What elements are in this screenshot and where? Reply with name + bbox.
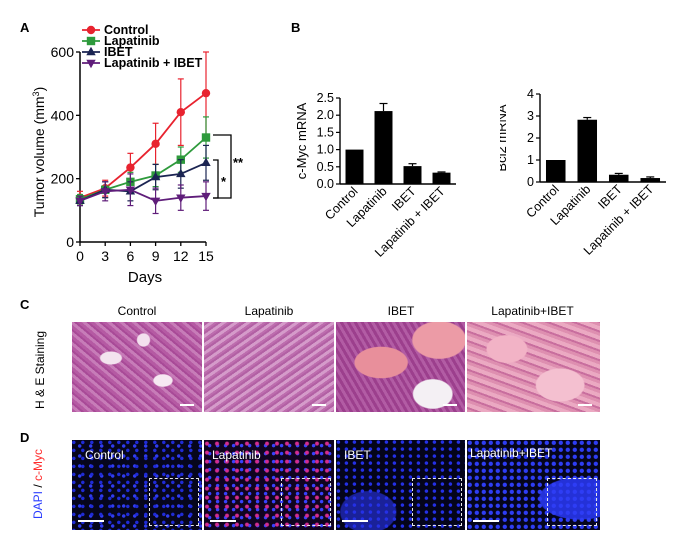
bar (577, 120, 597, 182)
scale-bar (78, 520, 104, 522)
bar (433, 173, 451, 184)
data-point (202, 89, 210, 97)
he-image-lapatinib (204, 322, 334, 412)
bar (404, 166, 422, 184)
he-image-ibet (336, 322, 465, 412)
fluorescence-image-combo: Lapatinib+IBET (467, 440, 600, 530)
scale-bar (342, 520, 368, 522)
fluorescence-label-ibet: IBET (344, 448, 371, 462)
tumor-volume-line-chart: 020040060003691215 ControlLapatinibIBETL… (0, 0, 290, 290)
data-point (201, 158, 210, 166)
fluorescence-image-control: Control (72, 440, 202, 530)
zoom-inset (412, 478, 462, 526)
he-title-ibet: IBET (336, 304, 466, 318)
fluorescence-label-combo: Lapatinib+IBET (470, 446, 552, 460)
dapi-cmyc-side-label: DAPI / c-Myc (31, 449, 45, 519)
x-tick-label: 9 (152, 248, 160, 264)
scale-bar (312, 404, 326, 406)
legend-marker (86, 47, 95, 55)
y-tick-label: 600 (51, 44, 75, 60)
y-axis-label: Bcl2 mRNA (500, 104, 509, 172)
y-tick-label: 0.5 (317, 160, 334, 174)
x-tick-label: 15 (198, 248, 214, 264)
zoom-inset (281, 478, 331, 526)
fluorescence-image-lapatinib: Lapatinib (204, 440, 334, 530)
legend-marker (86, 60, 95, 68)
x-tick-label: 3 (101, 248, 109, 264)
x-tick-label: 0 (76, 248, 84, 264)
panel-label-b: B (291, 20, 300, 35)
significance-label-double: ** (233, 155, 244, 170)
y-tick-label: 1.5 (317, 125, 334, 139)
y-tick-label: 1.0 (317, 143, 334, 157)
bar (609, 175, 629, 182)
y-tick-label: 0 (66, 234, 74, 250)
y-tick-label: 400 (51, 107, 75, 123)
y-tick-label: 3 (527, 109, 534, 123)
he-image-control (72, 322, 202, 412)
dapi-label: DAPI (31, 491, 45, 519)
y-tick-label: 4 (527, 87, 534, 101)
he-staining-side-label: H & E Staining (33, 331, 47, 409)
significance-bracket-inner (213, 160, 218, 198)
scale-bar (473, 520, 499, 522)
scale-bar (180, 404, 194, 406)
legend-entry: Lapatinib + IBET (82, 56, 203, 70)
data-point (126, 163, 134, 171)
series-control (76, 52, 210, 204)
x-tick-label: 12 (173, 248, 189, 264)
significance-label-single: * (221, 174, 227, 189)
legend-label: Lapatinib + IBET (104, 56, 203, 70)
y-tick-label: 0.0 (317, 177, 334, 191)
y-axis-label: c-Myc mRNA (294, 102, 309, 179)
zoom-inset (547, 478, 597, 526)
bcl2-mrna-bar-chart: 01234Bcl2 mRNAControlLapatinibIBETLapati… (500, 80, 680, 290)
x-tick-label: 6 (127, 248, 135, 264)
y-tick-label: 2.0 (317, 108, 334, 122)
c-myc-label: c-Myc (31, 449, 45, 481)
chart-a-ylabel: Tumor volume (mm3) (31, 87, 47, 218)
data-point (151, 198, 160, 206)
fluorescence-label-lapatinib: Lapatinib (212, 448, 261, 462)
he-image-combo (467, 322, 600, 412)
bar (640, 178, 660, 182)
scale-bar (443, 404, 457, 406)
y-tick-label: 2 (527, 131, 534, 145)
panel-label-c: C (20, 297, 29, 312)
y-tick-label: 200 (51, 171, 75, 187)
y-tick-label: 2.5 (317, 91, 334, 105)
he-title-combo: Lapatinib+IBET (465, 304, 600, 318)
data-point (202, 133, 210, 141)
zoom-inset (149, 478, 199, 526)
legend-marker (87, 26, 95, 34)
data-point (151, 140, 159, 148)
fluorescence-label-control: Control (85, 448, 124, 462)
label-separator: / (31, 484, 45, 487)
bar (375, 111, 393, 184)
chart-a-xlabel: Days (128, 269, 162, 286)
c-myc-mrna-bar-chart: 0.00.51.01.52.02.5c-Myc mRNAControlLapat… (290, 80, 480, 290)
y-tick-label: 1 (527, 153, 534, 167)
bar (346, 150, 364, 184)
legend-marker (87, 37, 95, 45)
y-tick-label: 0 (527, 175, 534, 189)
data-point (177, 108, 185, 116)
scale-bar (578, 404, 592, 406)
fluorescence-image-ibet: IBET (336, 440, 465, 530)
he-title-control: Control (72, 304, 202, 318)
scale-bar (210, 520, 236, 522)
series-line (80, 93, 206, 198)
he-title-lapatinib: Lapatinib (204, 304, 334, 318)
bar (546, 160, 566, 182)
panel-label-d: D (20, 430, 29, 445)
